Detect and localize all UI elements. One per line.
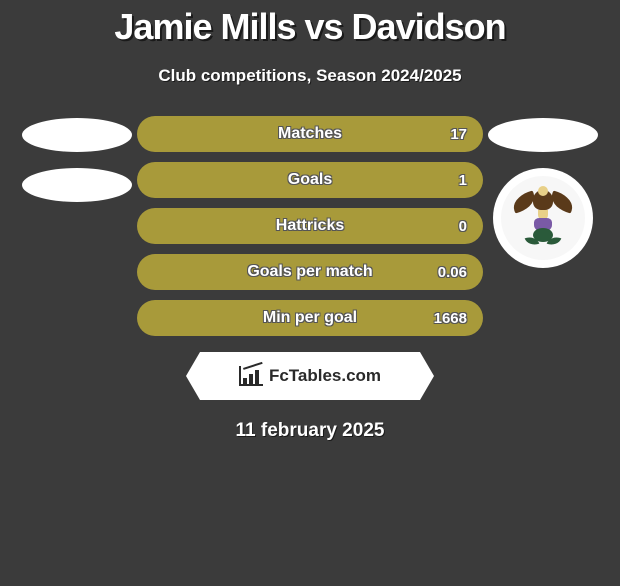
- thistle-icon: [528, 218, 558, 248]
- stat-bar: Goals 1: [137, 162, 483, 198]
- stat-bars: Matches 17 Goals 1 Hattricks 0 Goals per match…: [137, 116, 483, 336]
- stat-value: 0.06: [438, 264, 467, 281]
- player-avatar-placeholder: [22, 118, 132, 152]
- stat-bar: Min per goal 1668: [137, 300, 483, 336]
- right-column: [483, 116, 603, 152]
- stat-value: 17: [450, 126, 467, 143]
- banner-text: FcTables.com: [269, 366, 381, 386]
- snapshot-date: 11 february 2025: [0, 420, 620, 442]
- stat-label: Goals per match: [247, 263, 372, 281]
- club-badge: [493, 168, 593, 268]
- left-column: [17, 116, 137, 202]
- eagle-icon: [514, 188, 572, 216]
- stat-label: Matches: [278, 125, 342, 143]
- stat-label: Min per goal: [263, 309, 357, 327]
- player-avatar-placeholder: [488, 118, 598, 152]
- source-banner[interactable]: FcTables.com: [200, 352, 420, 400]
- stat-label: Goals: [288, 171, 332, 189]
- stat-bar: Matches 17: [137, 116, 483, 152]
- page-title: Jamie Mills vs Davidson: [0, 6, 620, 48]
- stat-bar: Hattricks 0: [137, 208, 483, 244]
- middle-row: Matches 17 Goals 1 Hattricks 0 Goals per match…: [0, 116, 620, 336]
- comparison-card: Jamie Mills vs Davidson Club competition…: [0, 6, 620, 442]
- chart-icon: [239, 366, 263, 386]
- stat-value: 0: [459, 218, 467, 235]
- club-badge-inner: [501, 176, 585, 260]
- stat-value: 1: [459, 172, 467, 189]
- subtitle: Club competitions, Season 2024/2025: [0, 66, 620, 86]
- club-badge-placeholder: [22, 168, 132, 202]
- stat-label: Hattricks: [276, 217, 344, 235]
- stat-value: 1668: [434, 310, 467, 327]
- stat-bar: Goals per match 0.06: [137, 254, 483, 290]
